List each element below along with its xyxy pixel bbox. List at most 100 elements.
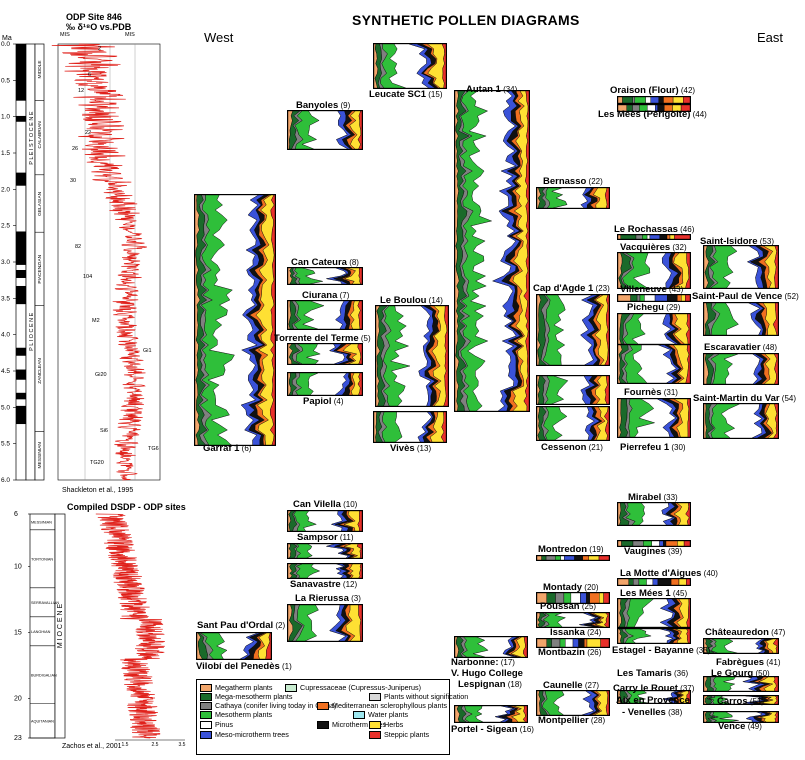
- pollen-diagram-stpaulvence: [703, 302, 779, 336]
- site-name: Issanka: [550, 627, 585, 638]
- pollen-diagram-cancateura: [287, 267, 363, 285]
- legend-item: Mega-mesotherm plants: [200, 692, 293, 702]
- pollen-diagram-narbonne: [454, 636, 528, 658]
- site-label-oraison: Oraison (Flour) (42): [610, 85, 695, 96]
- site-label-boulou: Le Boulou (14): [380, 295, 443, 306]
- site-name: Mirabel: [628, 492, 662, 503]
- site-number: (30): [669, 443, 686, 452]
- svg-text:PIACENZIAN: PIACENZIAN: [37, 254, 43, 283]
- svg-text:Gi20: Gi20: [95, 372, 107, 378]
- site-label-caunelle: Caunelle (27): [543, 680, 599, 691]
- svg-text:AQUITANIAN: AQUITANIAN: [31, 719, 54, 723]
- pollen-diagram-bernasso: [536, 187, 610, 209]
- pollen-diagram-vives: [373, 411, 447, 443]
- site-number: (22): [586, 177, 603, 186]
- site-label-lamotte: La Motte d'Aigues (40): [620, 568, 718, 579]
- site-name: Vacquières: [620, 242, 671, 253]
- site-name: Caunelle: [543, 680, 583, 691]
- site-number: (49): [745, 722, 762, 731]
- site-number: (18): [505, 680, 522, 689]
- svg-text:ZANCLEAN: ZANCLEAN: [37, 358, 43, 384]
- legend-swatch: [200, 731, 212, 740]
- site-number: (10): [340, 500, 358, 509]
- odp846-curve: 0.0 0.5 1.0 1.5 2.0 2.5 3.0 3.5 4.0 4.5 5.0 5.5 6.0 P…: [1, 32, 161, 484]
- pollen-diagram-caunelle: [536, 690, 610, 716]
- pollen-diagram-ciurana: [287, 300, 363, 330]
- site-number: (53): [757, 237, 774, 246]
- legend-item: Herbs: [369, 720, 403, 730]
- legend-label: Megatherm plants: [215, 683, 273, 692]
- site-number: (24): [584, 628, 602, 637]
- svg-text:12: 12: [78, 88, 84, 94]
- pollen-diagram-mees: [617, 104, 691, 112]
- site-number: (27): [582, 681, 600, 690]
- site-name: La Rierussa: [295, 593, 349, 604]
- odp-tick-label: 2.5: [1, 223, 10, 230]
- site-number: (38): [665, 708, 683, 717]
- pollen-diagram-pichegu2: [617, 344, 691, 384]
- site-name: Cap d'Agde 1: [533, 283, 594, 294]
- site-label-montbazin: Montbazin (26): [538, 647, 601, 658]
- svg-text:20: 20: [14, 695, 22, 702]
- site-label-garraf: Garraf 1 (6): [203, 443, 251, 454]
- site-name: Fournès: [624, 387, 662, 398]
- odp-title: ODP Site 846: [66, 12, 122, 22]
- svg-text:GELASIAN: GELASIAN: [37, 191, 43, 216]
- site-number: (16): [517, 725, 534, 734]
- site-name: Carros: [717, 696, 748, 707]
- site-name: Portel - Sigean: [451, 724, 518, 735]
- site-name: V. Hugo College: [451, 668, 523, 679]
- site-label-capdagde: Cap d'Agde 1 (23): [533, 283, 610, 294]
- site-label-ciurana: Ciurana (7): [302, 290, 349, 301]
- site-label-vilobi: Vilobí del Penedès (1): [196, 661, 292, 672]
- site-label-escaravatier: Escaravatier (48): [704, 342, 777, 353]
- legend-swatch: [317, 721, 329, 730]
- legend-item: Pinus: [200, 720, 233, 730]
- site-number: (50): [753, 669, 770, 678]
- pollen-diagram-canvilella: [287, 510, 363, 532]
- site-number: (14): [426, 296, 443, 305]
- site-number: (26): [584, 648, 602, 657]
- site-label-pichegu: Pichegu (29): [627, 302, 680, 313]
- site-label-lesmees1: Les Mées 1 (45): [620, 588, 687, 599]
- site-label-stpaulvence: Saint-Paul de Vence (52): [692, 291, 799, 302]
- site-name: La Motte d'Aigues: [620, 568, 702, 579]
- site-label-cancateura: Can Cateura (8): [291, 257, 359, 268]
- site-number: (43): [666, 285, 684, 294]
- site-number: (47): [768, 628, 786, 637]
- site-label-tamaris: Les Tamaris (36): [617, 668, 688, 679]
- svg-text:M I O C E N E: M I O C E N E: [57, 604, 64, 649]
- legend-swatch: [369, 721, 381, 730]
- site-name: Le Gourg: [711, 668, 754, 679]
- site-number: (23): [593, 284, 610, 293]
- svg-text:Si6: Si6: [100, 428, 108, 434]
- site-number: (19): [587, 545, 604, 554]
- site-name: Vence: [718, 721, 746, 732]
- pollen-diagram-vacquieres: [617, 252, 691, 289]
- legend: Megatherm plants Mega-mesotherm plants Cat…: [196, 679, 468, 755]
- dsdp-title: Compiled DSDP - ODP sites: [67, 502, 186, 512]
- site-name: Sampsor: [297, 532, 338, 543]
- west-label: West: [204, 30, 234, 45]
- pollen-diagram-capdagde: [536, 294, 610, 366]
- site-name: Montredon: [538, 544, 588, 555]
- dsdp-curve: 6 10 15 20 23 MESSINIAN TORTONIAN SERRAVALLIAN L…: [14, 511, 186, 748]
- pollen-diagram-santpau: [196, 632, 272, 660]
- svg-text:BURDIGALIAN: BURDIGALIAN: [31, 673, 57, 677]
- site-label-estagel: Estagel - Bayanne (35): [612, 645, 710, 656]
- site-label-stmartin: Saint-Martin du Var (54): [693, 393, 796, 404]
- pollen-diagram-sampsor: [287, 543, 363, 559]
- site-label-autan: Autan 1 (34): [466, 84, 517, 95]
- site-name: Vivès: [390, 443, 415, 454]
- site-number: (2): [273, 621, 286, 630]
- odp-tick-label: 4.0: [1, 332, 10, 339]
- pollen-diagram-lesmees1: [617, 598, 691, 628]
- svg-text:22: 22: [85, 130, 91, 136]
- pollen-diagram-garraf: [194, 194, 276, 446]
- odp-tick-label: 2.0: [1, 186, 10, 193]
- site-label-issanka: Issanka (24): [550, 627, 601, 638]
- svg-text:MESSINIAN: MESSINIAN: [37, 442, 43, 469]
- legend-swatch: [200, 721, 212, 730]
- site-label-montpellier: Montpellier (28): [538, 715, 605, 726]
